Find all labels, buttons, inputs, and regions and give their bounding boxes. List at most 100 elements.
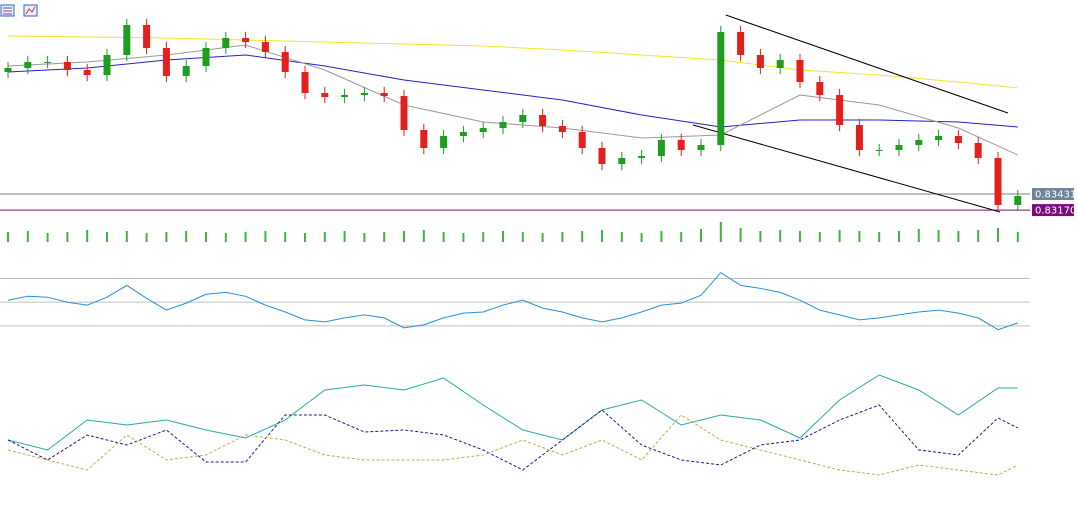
candle-body bbox=[479, 128, 487, 133]
candle-body bbox=[459, 132, 467, 137]
candle-body bbox=[816, 82, 824, 96]
volume-bar bbox=[284, 232, 287, 242]
candle-body bbox=[499, 121, 507, 129]
volume-bar bbox=[620, 232, 623, 242]
volume-bar bbox=[739, 228, 742, 242]
price-label-box bbox=[1032, 204, 1074, 217]
indicator-line bbox=[7, 374, 1018, 451]
candle-body bbox=[558, 125, 566, 133]
volume-bar bbox=[106, 232, 108, 242]
volume-bar bbox=[304, 233, 306, 242]
candle-body bbox=[63, 61, 71, 71]
candle-body bbox=[341, 95, 349, 97]
candle-body bbox=[162, 47, 170, 76]
candle-body bbox=[281, 52, 289, 72]
price-label: 0.83431 bbox=[1035, 190, 1076, 201]
candle-body bbox=[400, 96, 408, 130]
volume-bar bbox=[601, 230, 603, 242]
volume-bar bbox=[858, 231, 861, 242]
candle-body bbox=[143, 25, 151, 48]
candle-body bbox=[875, 150, 883, 152]
candle-body bbox=[301, 71, 309, 94]
volume-bar bbox=[521, 232, 524, 242]
candle-body bbox=[123, 25, 131, 55]
candle-body bbox=[618, 157, 626, 165]
candle-body bbox=[519, 114, 527, 122]
volume-bar bbox=[383, 232, 386, 242]
price-label-box bbox=[1032, 188, 1074, 201]
volume-bar bbox=[937, 230, 940, 242]
volume-bar bbox=[502, 231, 504, 242]
candle-body bbox=[539, 114, 547, 126]
volume-bar bbox=[997, 228, 999, 242]
candle-body bbox=[1014, 196, 1022, 205]
candle-body bbox=[737, 32, 745, 55]
volume-bar bbox=[462, 233, 465, 242]
indicator-line bbox=[692, 124, 1001, 213]
candle-body bbox=[103, 54, 111, 76]
volume-bar bbox=[799, 231, 801, 242]
candle-body bbox=[915, 139, 923, 146]
candle-body bbox=[974, 143, 982, 158]
candle-body bbox=[242, 38, 250, 43]
volume-bar bbox=[700, 229, 702, 242]
candle-body bbox=[578, 132, 586, 148]
candle-body bbox=[24, 61, 32, 69]
volume-bar bbox=[343, 231, 346, 242]
volume-bar bbox=[917, 229, 920, 242]
indicator-line bbox=[7, 35, 1018, 89]
candle-body bbox=[895, 145, 903, 151]
volume-bar bbox=[977, 230, 980, 242]
volume-bar bbox=[878, 232, 881, 242]
icon-line bbox=[25, 6, 36, 15]
volume-bar bbox=[680, 232, 683, 242]
volume-bar bbox=[165, 232, 168, 242]
volume-bar bbox=[541, 233, 544, 242]
candle-body bbox=[954, 136, 962, 144]
volume-bar bbox=[403, 231, 405, 242]
candle-body bbox=[836, 95, 844, 126]
volume-bar bbox=[66, 232, 69, 242]
candle-body bbox=[994, 157, 1002, 205]
candle-body bbox=[796, 60, 804, 83]
indicator-line bbox=[7, 404, 1019, 471]
volume-bar bbox=[323, 232, 326, 242]
candle-body bbox=[935, 136, 943, 140]
candle-body bbox=[598, 147, 606, 165]
volume-bar bbox=[442, 232, 445, 242]
volume-bar bbox=[957, 231, 960, 242]
candle-body bbox=[360, 93, 368, 96]
volume-bar bbox=[422, 230, 425, 242]
candle-body bbox=[4, 68, 12, 72]
candle-body bbox=[717, 32, 725, 146]
candle-body bbox=[638, 156, 646, 158]
volume-bar bbox=[244, 232, 247, 242]
candle-body bbox=[321, 93, 329, 97]
candle-body bbox=[202, 47, 210, 66]
volume-bar bbox=[86, 230, 89, 242]
candle-body bbox=[261, 42, 269, 53]
toolbar-icons bbox=[0, 4, 38, 17]
volume-bar bbox=[482, 232, 485, 242]
volume-bar bbox=[660, 231, 663, 242]
candle-body bbox=[44, 61, 52, 63]
indicator-line bbox=[725, 14, 1009, 114]
candle-body bbox=[380, 93, 388, 97]
volume-bar bbox=[7, 232, 9, 242]
volume-bar bbox=[125, 231, 128, 242]
candle-body bbox=[440, 136, 448, 148]
indicator-line bbox=[7, 271, 1018, 331]
volume-bar bbox=[264, 231, 267, 242]
candle-body bbox=[776, 60, 784, 69]
volume-bar bbox=[363, 233, 366, 242]
volume-bar bbox=[818, 232, 821, 242]
volume-bar bbox=[26, 231, 29, 242]
candle-body bbox=[697, 145, 705, 151]
candle-body bbox=[855, 125, 863, 151]
volume-bar bbox=[185, 231, 188, 242]
volume-bar bbox=[779, 230, 782, 242]
candle-body bbox=[657, 139, 665, 157]
candle-body bbox=[83, 70, 91, 76]
